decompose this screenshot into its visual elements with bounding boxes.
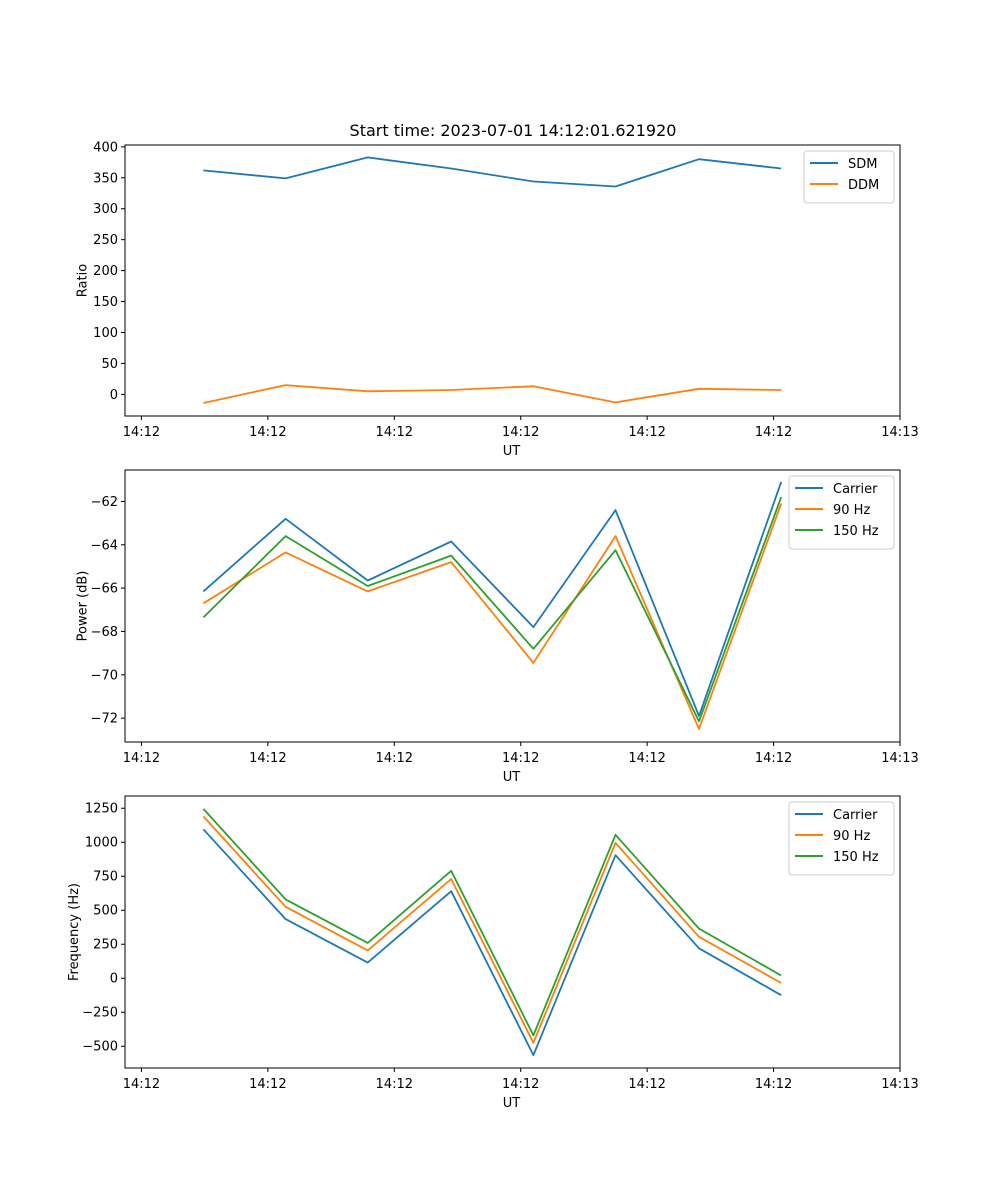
x-tick-label: 14:12: [376, 751, 413, 766]
x-tick-label: 14:12: [376, 1077, 413, 1092]
y-tick-label: −66: [91, 582, 118, 597]
y-tick-label: 500: [93, 904, 118, 919]
y-tick-label: −64: [91, 538, 118, 553]
axes-frame: [124, 144, 901, 417]
legend-entry: DDM: [848, 178, 879, 193]
series-line-carrier: [202, 481, 783, 717]
y-tick-label: 1250: [85, 802, 118, 817]
legend-entry: SDM: [848, 157, 877, 172]
x-tick-label: 14:12: [628, 751, 665, 766]
x-axis-label: UT: [503, 1096, 521, 1111]
x-tick-label: 14:12: [755, 425, 792, 440]
legend-entry: Carrier: [833, 808, 878, 823]
series-line-ddm: [203, 384, 782, 404]
y-tick-label: 200: [93, 264, 118, 279]
y-tick-label: 250: [93, 938, 118, 953]
y-tick-label: 0: [110, 388, 118, 403]
y-tick-label: 400: [93, 140, 118, 155]
y-tick-label: −250: [82, 1006, 118, 1021]
y-tick-label: 150: [93, 295, 118, 310]
x-tick-label: 14:12: [249, 425, 286, 440]
y-tick-label: 100: [93, 326, 118, 341]
legend: SDM DDM: [803, 150, 895, 204]
series-line-150-hz: [202, 496, 783, 723]
legend: Carrier 90 Hz 150 Hz: [788, 801, 895, 876]
axes-frame: [124, 469, 901, 743]
y-tick-label: −72: [91, 712, 118, 727]
x-tick-label: 14:12: [628, 1077, 665, 1092]
y-tick-label: 50: [101, 357, 118, 372]
panels: 14:12 14:12 14:12 14:12 14:12 14:12 14:13 0 50 10…: [67, 140, 919, 1111]
y-tick-label: 350: [93, 171, 118, 186]
y-tick-label: 750: [93, 870, 118, 885]
x-tick-label: 14:12: [502, 1077, 539, 1092]
x-axis-label: UT: [503, 444, 521, 459]
y-tick-label: 300: [93, 202, 118, 217]
x-tick-label: 14:12: [123, 751, 160, 766]
legend-entry: 150 Hz: [833, 524, 879, 539]
y-tick-label: 0: [110, 972, 118, 987]
series-line-carrier: [202, 828, 782, 1056]
x-tick-label: 14:12: [628, 425, 665, 440]
x-tick-label: 14:12: [249, 751, 286, 766]
x-tick-label: 14:12: [755, 751, 792, 766]
y-tick-label: −68: [91, 625, 118, 640]
x-tick-label: 14:12: [502, 425, 539, 440]
y-axis-label: Frequency (Hz): [67, 883, 82, 981]
y-tick-label: 1000: [85, 836, 118, 851]
series-line-90-hz: [202, 503, 783, 730]
y-axis-label: Ratio: [75, 264, 90, 297]
x-tick-label: 14:13: [881, 751, 918, 766]
legend-entry: Carrier: [833, 482, 878, 497]
x-tick-label: 14:12: [249, 1077, 286, 1092]
x-tick-label: 14:12: [376, 425, 413, 440]
legend-entry: 150 Hz: [833, 850, 879, 865]
legend-entry: 90 Hz: [833, 503, 870, 518]
y-tick-label: −70: [91, 668, 118, 683]
x-tick-label: 14:12: [123, 1077, 160, 1092]
series-line-150-hz: [202, 808, 782, 1037]
axes-frame: [124, 795, 901, 1069]
x-axis-label: UT: [503, 770, 521, 785]
panel-3: 14:12 14:12 14:12 14:12 14:12 14:12 14:13 −500 −…: [67, 795, 919, 1111]
y-axis-label: Power (dB): [75, 571, 90, 642]
legend: Carrier 90 Hz 150 Hz: [788, 475, 895, 550]
y-tick-label: 250: [93, 233, 118, 248]
y-tick-label: −62: [91, 495, 118, 510]
x-tick-label: 14:12: [755, 1077, 792, 1092]
x-tick-label: 14:13: [881, 425, 918, 440]
panel-2: 14:12 14:12 14:12 14:12 14:12 14:12 14:13 −72 −7…: [75, 469, 919, 785]
legend-entry: 90 Hz: [833, 829, 870, 844]
y-tick-label: −500: [82, 1040, 118, 1055]
series-line-sdm: [203, 156, 782, 188]
x-tick-label: 14:12: [123, 425, 160, 440]
series-line-90-hz: [202, 815, 782, 1044]
panel-1: 14:12 14:12 14:12 14:12 14:12 14:12 14:13 0 50 10…: [75, 140, 918, 459]
figure-title: Start time: 2023-07-01 14:12:01.621920: [350, 121, 677, 140]
x-tick-label: 14:13: [881, 1077, 918, 1092]
x-tick-label: 14:12: [502, 751, 539, 766]
